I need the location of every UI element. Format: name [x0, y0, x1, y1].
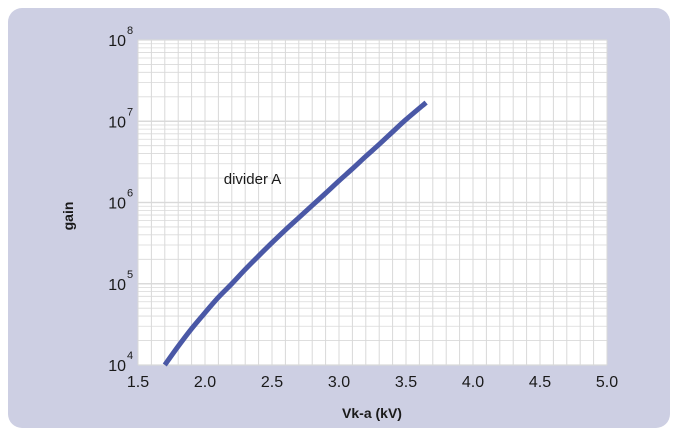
y-tick-exponent: 7 — [127, 106, 133, 118]
y-tick-label: 10 — [108, 114, 126, 131]
grid — [137, 39, 608, 366]
y-tick-label: 10 — [108, 277, 126, 294]
series — [162, 100, 428, 367]
series-line-divider-a — [162, 100, 428, 367]
series-annotation: divider A — [224, 171, 282, 188]
y-tick-label: 10 — [108, 196, 126, 213]
x-tick-label: 4.0 — [462, 374, 484, 391]
y-tick-label: 10 — [108, 33, 126, 50]
y-tick-exponent: 8 — [127, 25, 133, 37]
annotations: divider A — [224, 171, 282, 188]
y-tick-exponent: 5 — [127, 269, 133, 281]
x-tick-label: 4.5 — [529, 374, 551, 391]
x-axis-title: Vk-a (kV) — [342, 405, 402, 421]
x-tick-label: 5.0 — [596, 374, 618, 391]
y-axis-title: gain — [60, 202, 76, 231]
x-tick-label: 2.0 — [194, 374, 216, 391]
x-tick-label: 2.5 — [261, 374, 283, 391]
y-tick-label: 10 — [108, 358, 126, 375]
x-ticks: 1.5 2.0 2.5 3.0 3.5 4.0 4.5 5.0 — [127, 374, 618, 391]
y-tick-exponent: 4 — [127, 350, 133, 362]
x-tick-label: 3.0 — [328, 374, 350, 391]
x-tick-label: 1.5 — [127, 374, 149, 391]
x-tick-label: 3.5 — [395, 374, 417, 391]
y-tick-exponent: 6 — [127, 188, 133, 200]
